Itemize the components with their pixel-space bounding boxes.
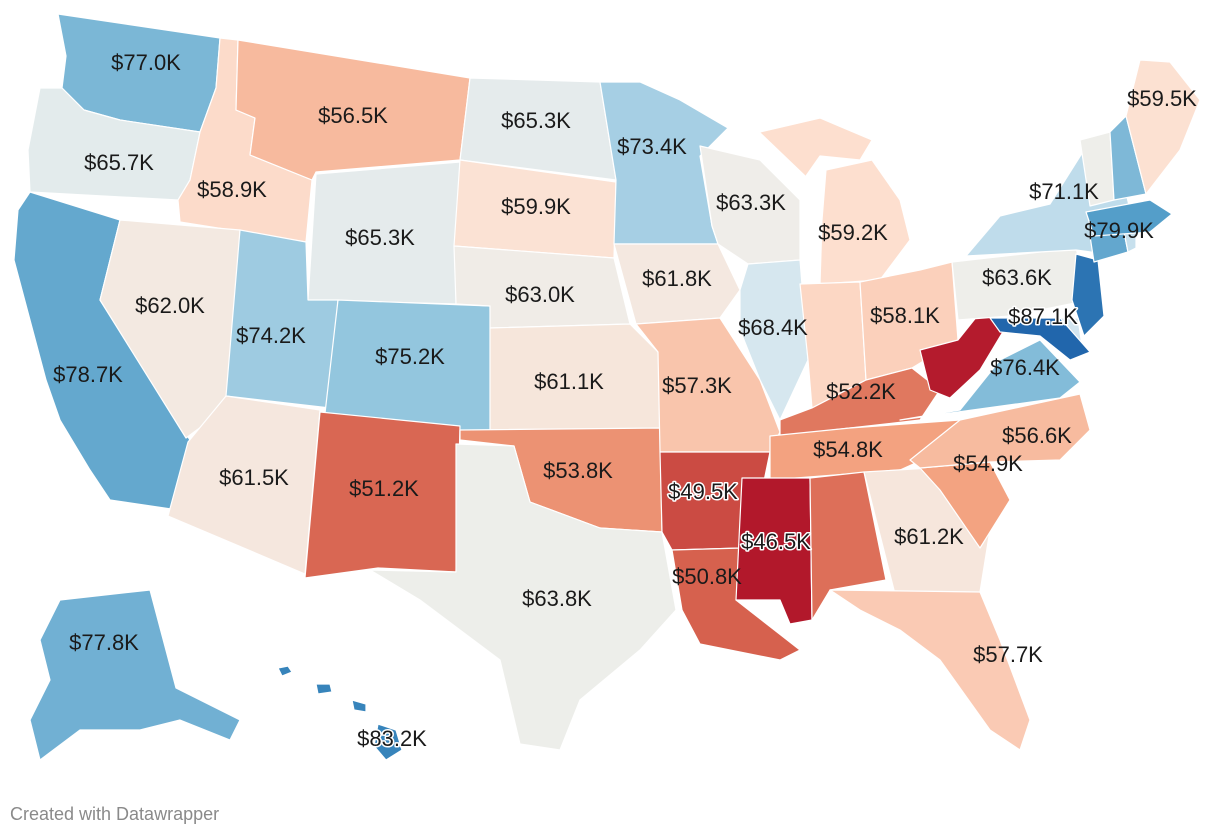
state-label-la: $50.8K	[672, 564, 742, 589]
state-label-il: $68.4K	[738, 315, 808, 340]
state-al[interactable]	[809, 471, 887, 621]
state-label-mi: $59.2K	[818, 220, 888, 245]
state-label-wy: $65.3K	[345, 225, 415, 250]
state-label-tx: $63.8K	[522, 586, 592, 611]
state-label-ma: $79.9K	[1084, 218, 1154, 243]
state-az[interactable]	[167, 395, 321, 575]
state-label-nm: $51.2K	[349, 476, 419, 501]
us-states-map-svg: $77.0K $65.7K $78.7K $58.9K $62.0K $56.5K $65.…	[13, 13, 1201, 761]
state-mn[interactable]	[599, 81, 729, 245]
state-label-wa: $77.0K	[111, 50, 181, 75]
state-label-sd: $59.9K	[501, 194, 571, 219]
state-label-pa: $63.6K	[982, 265, 1052, 290]
state-label-sc: $54.9K	[953, 451, 1023, 476]
labels-layer: $77.0K $65.7K $78.7K $58.9K $62.0K $56.5K $65.…	[53, 50, 1197, 753]
state-label-ok: $53.8K	[543, 458, 613, 483]
state-label-ny: $71.1K	[1029, 179, 1099, 204]
state-label-mt: $56.5K	[318, 103, 388, 128]
state-nc[interactable]	[909, 393, 1091, 469]
state-label-ca: $78.7K	[53, 362, 123, 387]
state-va[interactable]	[899, 339, 1081, 421]
state-label-ms: $46.5K	[741, 529, 811, 554]
state-label-nv: $62.0K	[135, 293, 205, 318]
state-wv[interactable]	[919, 299, 1005, 399]
state-fl[interactable]	[829, 589, 1031, 751]
state-hi[interactable]	[277, 665, 403, 761]
state-label-wi: $63.3K	[716, 190, 786, 215]
state-label-ks: $61.1K	[534, 369, 604, 394]
state-ak[interactable]	[29, 589, 241, 761]
state-mi[interactable]	[759, 117, 911, 285]
state-label-mn: $73.4K	[617, 134, 687, 159]
state-md[interactable]	[989, 317, 1091, 361]
state-label-va: $76.4K	[990, 355, 1060, 380]
state-label-or: $65.7K	[84, 150, 154, 175]
state-il[interactable]	[739, 259, 809, 421]
state-label-nc: $56.6K	[1002, 423, 1072, 448]
state-label-ar: $49.5K	[668, 479, 738, 504]
state-label-tn: $54.8K	[813, 437, 883, 462]
state-label-fl: $57.7K	[973, 642, 1043, 667]
state-label-id: $58.9K	[197, 177, 267, 202]
state-label-ak: $77.8K	[69, 630, 139, 655]
state-label-oh: $58.1K	[870, 303, 940, 328]
state-label-hi: $83.2K	[357, 726, 427, 751]
state-label-nd: $65.3K	[501, 108, 571, 133]
state-label-az: $61.5K	[219, 465, 289, 490]
datawrapper-credit[interactable]: Created with Datawrapper	[10, 804, 220, 824]
state-nm[interactable]	[304, 411, 461, 579]
state-label-me: $59.5K	[1127, 86, 1197, 111]
state-tx[interactable]	[369, 443, 677, 751]
state-label-ne: $63.0K	[505, 282, 575, 307]
state-label-md: $87.1K	[1008, 304, 1078, 329]
state-label-ga: $61.2K	[894, 524, 964, 549]
state-label-ut: $74.2K	[236, 323, 306, 348]
state-label-ky: $52.2K	[826, 379, 896, 404]
state-ia[interactable]	[613, 243, 741, 325]
state-label-co: $75.2K	[375, 344, 445, 369]
state-ma[interactable]	[1085, 199, 1173, 237]
state-me[interactable]	[1125, 59, 1201, 195]
state-label-ia: $61.8K	[642, 266, 712, 291]
states-layer	[13, 13, 1201, 761]
state-label-mo: $57.3K	[662, 373, 732, 398]
